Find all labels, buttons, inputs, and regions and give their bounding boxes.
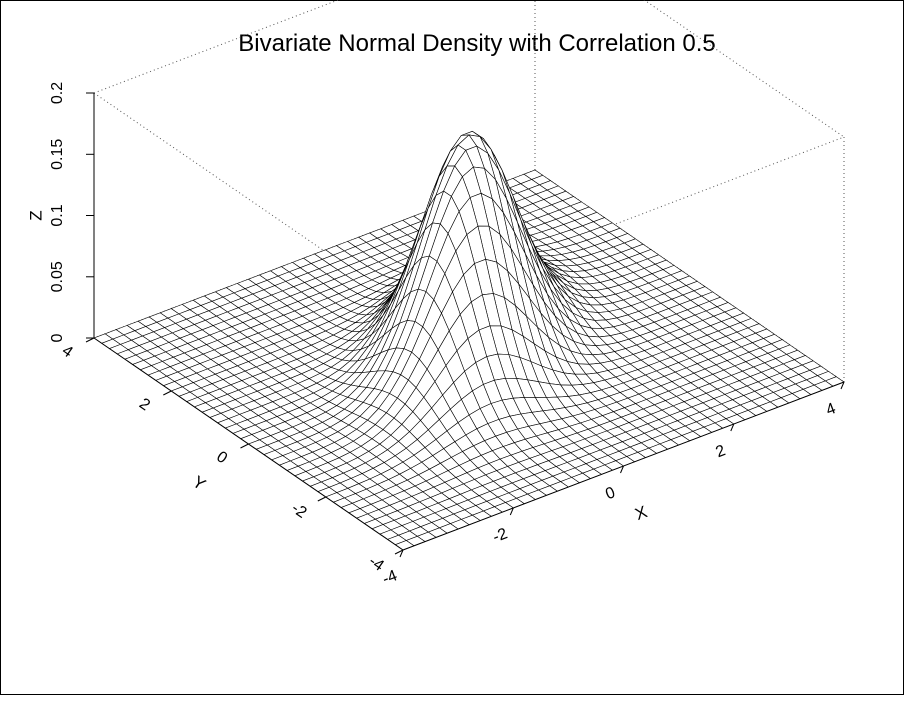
x-tick-mark bbox=[620, 465, 624, 474]
z-tick-label: 0.15 bbox=[49, 139, 66, 170]
z-tick-label: 0.2 bbox=[49, 82, 66, 104]
x-tick-label: -2 bbox=[491, 525, 510, 546]
chart-title: Bivariate Normal Density with Correlatio… bbox=[238, 30, 716, 57]
x-tick-mark bbox=[730, 423, 735, 432]
y-tick-mark bbox=[85, 337, 95, 343]
surface-mesh bbox=[93, 130, 845, 551]
z-tick-label: 0 bbox=[49, 333, 66, 342]
y-tick-mark bbox=[317, 496, 327, 502]
x-tick-mark bbox=[840, 381, 845, 390]
x-tick-mark bbox=[399, 549, 404, 558]
x-tick-label: -4 bbox=[380, 567, 399, 588]
box-edge-6 bbox=[643, 0, 845, 138]
y-tick-mark bbox=[240, 443, 249, 449]
y-tick-mark bbox=[163, 390, 172, 396]
y-tick-mark bbox=[394, 549, 404, 555]
z-axis-title: Z bbox=[26, 210, 45, 220]
z-tick-label: 0.1 bbox=[49, 204, 66, 226]
x-tick-mark bbox=[509, 507, 514, 516]
z-tick-label: 0.05 bbox=[49, 261, 66, 292]
